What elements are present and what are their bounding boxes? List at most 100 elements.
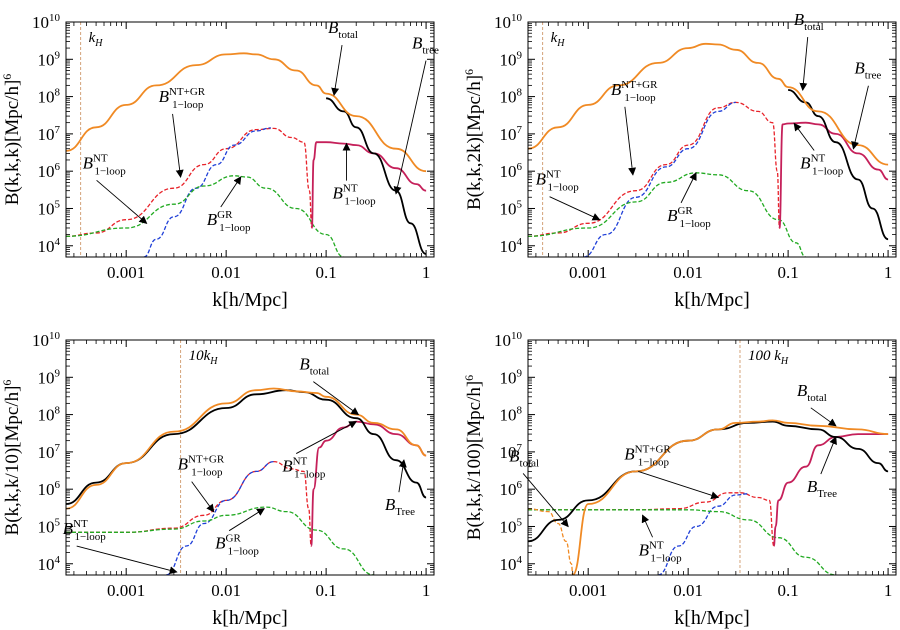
ann-nt-right-arrow (793, 122, 815, 151)
ann-ntgr-label: BNT+GR 1−loop (178, 454, 225, 479)
series-line-2 (528, 172, 806, 257)
ann-ntgr-arrow (638, 471, 720, 500)
series-line-2 (528, 509, 836, 575)
ann-nt-left: BNT 1−loop (536, 169, 601, 221)
y-tick-label: 108 (500, 405, 523, 425)
ann-btotal-label: Btotal (299, 355, 329, 378)
ann-btotal-label: Btotal (797, 381, 827, 404)
x-tick-label: 1 (884, 263, 893, 282)
ann-btree: BTree (385, 459, 415, 518)
series-line-4 (325, 97, 427, 255)
ann-btree: Btree (393, 34, 439, 195)
x-tick-label: 0.1 (315, 263, 336, 282)
y-tick-label: 106 (38, 479, 61, 499)
ann-nt-right-label: BNT 1−loop (282, 456, 326, 481)
ann-btotal-left-label: Btotal (509, 446, 539, 469)
series-line-0 (66, 127, 313, 237)
series-line-1 (143, 127, 271, 257)
plot-frame (527, 21, 897, 258)
series-line-1 (165, 460, 274, 575)
y-tick-label: 105 (38, 198, 61, 218)
x-tick-label: 0.001 (107, 581, 145, 600)
ann-ntgr-label: BNT+GR 1−loop (159, 86, 206, 111)
series-line-5 (528, 420, 889, 543)
ann-btree-label: Btree (854, 59, 881, 82)
y-tick-label: 109 (500, 49, 523, 69)
y-tick-label: 1010 (32, 330, 61, 350)
x-tick-label: 1 (422, 263, 431, 282)
x-tick-label: 0.01 (673, 263, 703, 282)
ann-btotal: Btotal (299, 355, 360, 416)
series-line-6 (571, 419, 889, 575)
y-tick-label: 107 (38, 124, 61, 144)
y-tick-label: 1010 (494, 12, 523, 32)
x-axis-label: k[h/Mpc] (674, 289, 750, 311)
series-line-0 (528, 492, 775, 547)
y-tick-label: 104 (500, 554, 523, 574)
ann-nt-left: BNT 1−loop (63, 518, 178, 575)
ann-nt-left-arrow (549, 196, 601, 221)
reference-vline-label: 10kH (189, 348, 219, 367)
ann-gr-arrow (228, 508, 266, 532)
y-axis-label: B(k,k,2k)[Mpc/h]6 (462, 69, 485, 210)
ann-btree: Btree (851, 59, 881, 150)
y-tick-label: 109 (500, 367, 523, 387)
ann-gr-label: BGR 1−loop (215, 533, 259, 558)
ann-ntgr-label: BNT+GR 1−loop (624, 443, 671, 468)
ann-btotal-arrow (810, 407, 837, 427)
y-axis-label: B(k,k,k)[Mpc/h]6 (0, 74, 23, 206)
ann-ntgr-arrow (172, 113, 184, 178)
ann-nt-left-label: BNT 1−loop (63, 518, 107, 543)
series-line-1 (583, 101, 736, 257)
series-line-3 (528, 508, 574, 575)
ann-nt-left: BNT 1−loop (639, 514, 682, 564)
ann-ntgr-arrow (624, 106, 637, 176)
y-tick-label: 109 (38, 367, 61, 387)
chart-panel-1: kH 0.001 0.01 0.1 1 104 105 106 107 108 109 1010 k[h… (0, 12, 439, 311)
ann-ntgr: BNT+GR 1−loop (159, 86, 206, 178)
ann-btotal-left-arrow (522, 473, 569, 528)
reference-vline-label: kH (89, 30, 104, 49)
ann-btree-label: BTree (807, 477, 837, 500)
x-axis-label: k[h/Mpc] (212, 607, 288, 629)
series-line-4 (773, 433, 889, 547)
plot-frame (65, 339, 435, 576)
y-tick-label: 105 (38, 516, 61, 536)
chart-panel-4: 100 kH 0.001 0.01 0.1 1 104 105 106 107 108 109 101… (462, 330, 897, 629)
y-axis-label: B(k,k,k/10)[Mpc/h]6 (0, 380, 23, 536)
y-tick-label: 108 (38, 87, 61, 107)
ann-btotal-label: Btotal (794, 10, 824, 33)
y-tick-label: 105 (500, 198, 523, 218)
series-group (528, 419, 889, 575)
ann-nt-right: BNT 1−loop (282, 421, 358, 481)
y-tick-label: 106 (500, 479, 523, 499)
y-tick-label: 109 (38, 49, 61, 69)
series-line-0 (528, 101, 781, 237)
ann-btotal-left: Btotal (509, 446, 569, 528)
chart-panel-2: kH 0.001 0.01 0.1 1 104 105 106 107 108 109 1010 k[h… (462, 10, 897, 311)
series-line-1 (657, 493, 749, 575)
ann-gr: BGR 1−loop (215, 508, 266, 558)
x-tick-label: 1 (422, 581, 431, 600)
x-tick-label: 0.001 (569, 263, 607, 282)
ann-btree-label: BTree (385, 495, 415, 518)
x-tick-label: 0.01 (211, 263, 241, 282)
ann-gr: BGR 1−loop (207, 176, 251, 234)
ann-nt-right-arrow (295, 421, 358, 454)
ann-gr-label: BGR 1−loop (667, 205, 711, 230)
ann-btree-arrow (398, 459, 407, 493)
ann-btree-label: Btree (412, 34, 439, 57)
ann-gr-arrow (220, 176, 242, 208)
ann-gr: BGR 1−loop (667, 171, 711, 230)
ann-btree-arrow (820, 436, 837, 475)
y-tick-label: 107 (500, 442, 523, 462)
ann-ntgr: BNT+GR 1−loop (611, 79, 658, 176)
y-tick-label: 107 (38, 442, 61, 462)
x-tick-label: 0.1 (777, 263, 798, 282)
x-tick-label: 1 (884, 581, 893, 600)
y-tick-label: 107 (500, 124, 523, 144)
y-tick-label: 105 (500, 516, 523, 536)
y-tick-label: 104 (38, 236, 61, 256)
series-line-3 (778, 121, 889, 229)
ann-nt-left-arrow (641, 514, 653, 538)
